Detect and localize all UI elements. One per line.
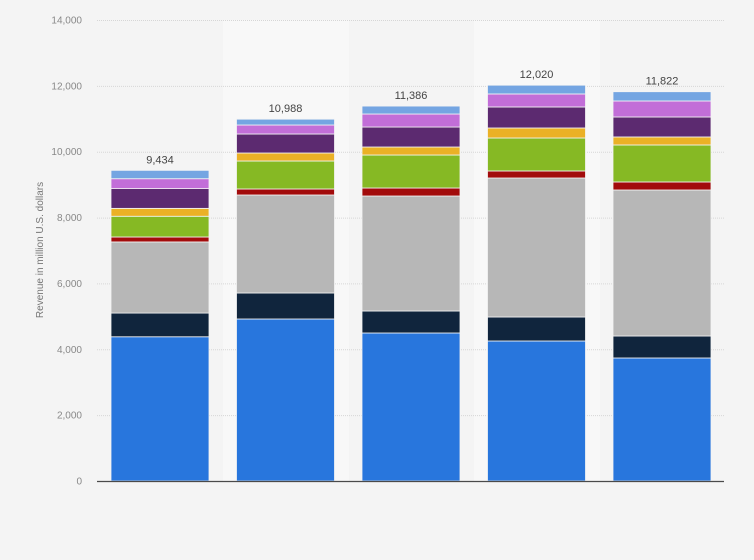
y-tick-label: 12,000 <box>51 81 82 92</box>
y-tick-label: 8,000 <box>57 213 82 224</box>
bar-segment[interactable] <box>613 182 711 190</box>
bar-segment[interactable] <box>488 178 586 317</box>
bars <box>111 85 711 481</box>
bar-segment[interactable] <box>237 161 335 189</box>
bar-segment[interactable] <box>362 127 460 147</box>
bar-segment[interactable] <box>613 358 711 481</box>
bar-stack <box>237 119 335 481</box>
bar-segment[interactable] <box>362 188 460 196</box>
bar-segment[interactable] <box>237 134 335 153</box>
bar-segment[interactable] <box>237 125 335 134</box>
bar-segment[interactable] <box>362 114 460 127</box>
bar-segment[interactable] <box>488 85 586 94</box>
bar-segment[interactable] <box>613 145 711 182</box>
bar-segment[interactable] <box>111 189 209 209</box>
bar-segment[interactable] <box>111 216 209 237</box>
bar-segment[interactable] <box>111 242 209 313</box>
bar-segment[interactable] <box>362 106 460 114</box>
bar-segment[interactable] <box>237 153 335 161</box>
bar-segment[interactable] <box>362 147 460 155</box>
total-label: 11,822 <box>646 76 679 88</box>
bar-segment[interactable] <box>362 333 460 481</box>
bar-segment[interactable] <box>613 137 711 145</box>
bar-segment[interactable] <box>237 189 335 195</box>
y-tick-label: 0 <box>76 477 82 488</box>
bar-segment[interactable] <box>237 119 335 125</box>
bar-segment[interactable] <box>111 313 209 337</box>
bar-segment[interactable] <box>613 101 711 117</box>
bar-stack <box>362 106 460 481</box>
total-label: 9,434 <box>146 154 174 166</box>
total-label: 12,020 <box>520 69 554 81</box>
y-tick-label: 10,000 <box>51 147 82 158</box>
bar-segment[interactable] <box>488 317 586 341</box>
y-axis-ticks: 0 2,000 4,000 6,000 8,000 10,000 12,000 14,000 <box>51 16 82 488</box>
bar-segment[interactable] <box>488 341 586 481</box>
bar-segment[interactable] <box>237 195 335 293</box>
total-label: 11,386 <box>395 90 428 102</box>
bar-stack <box>111 170 209 481</box>
bar-segment[interactable] <box>362 155 460 188</box>
y-axis-label: Revenue in million U.S. dollars <box>35 182 46 318</box>
bar-stack <box>613 92 711 481</box>
bar-segment[interactable] <box>111 208 209 216</box>
y-tick-label: 6,000 <box>57 279 82 290</box>
bar-segment[interactable] <box>237 293 335 319</box>
total-label: 10,988 <box>269 103 303 115</box>
bar-segment[interactable] <box>488 94 586 107</box>
bar-stack <box>488 85 586 481</box>
bar-segment[interactable] <box>488 107 586 128</box>
bar-segment[interactable] <box>613 117 711 137</box>
bar-segment[interactable] <box>237 319 335 481</box>
bar-segment[interactable] <box>613 190 711 336</box>
bar-segment[interactable] <box>488 128 586 138</box>
bar-segment[interactable] <box>362 311 460 333</box>
bar-segment[interactable] <box>613 336 711 358</box>
y-tick-label: 4,000 <box>57 345 82 356</box>
y-tick-label: 2,000 <box>57 411 82 422</box>
y-tick-label: 14,000 <box>51 16 82 27</box>
bar-segment[interactable] <box>613 92 711 101</box>
bar-segment[interactable] <box>488 171 586 178</box>
bar-segment[interactable] <box>111 170 209 178</box>
bar-segment[interactable] <box>362 196 460 311</box>
bar-segment[interactable] <box>488 138 586 171</box>
bar-segment[interactable] <box>111 237 209 242</box>
bar-segment[interactable] <box>111 337 209 481</box>
bar-segment[interactable] <box>111 179 209 189</box>
